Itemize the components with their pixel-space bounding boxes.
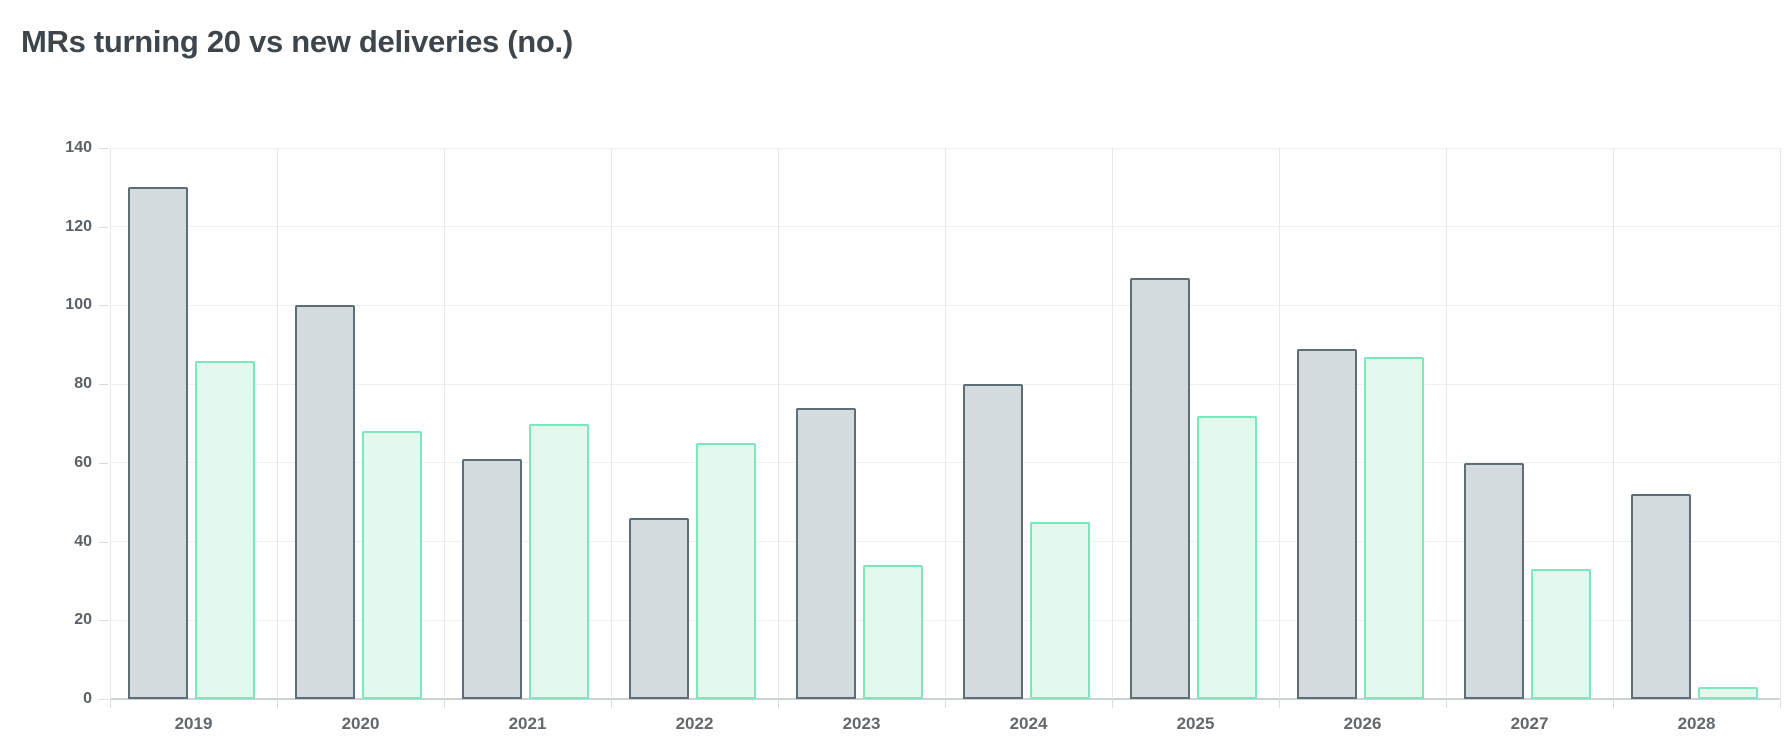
gridline-x-separator-2 <box>444 148 445 699</box>
bar-new-deliveries-2019[interactable] <box>195 360 255 699</box>
x-axis: 2019 2020 2021 2022 2023 2024 2025 2026 2027 2028 <box>110 708 1780 742</box>
bar-mrs-turning-20-2024[interactable] <box>963 384 1023 699</box>
x-tick-label-2024: 2024 <box>1009 714 1048 733</box>
gridline-x-separator-8 <box>1446 148 1447 699</box>
x-tick-label-2020: 2020 <box>341 714 380 733</box>
x-tick-label-2025: 2025 <box>1176 714 1215 733</box>
bar-new-deliveries-2023[interactable] <box>863 565 923 699</box>
y-tick-label-140: 140 <box>65 139 92 156</box>
x-tick-label-2027: 2027 <box>1510 714 1549 733</box>
bar-mrs-turning-20-2022[interactable] <box>629 517 689 699</box>
x-tick-mark-5 <box>945 700 946 708</box>
bar-new-deliveries-2020[interactable] <box>362 431 422 699</box>
gridline-x-separator-10 <box>1780 148 1781 699</box>
y-tick-mark-60 <box>99 462 108 464</box>
x-tick-mark-10 <box>1780 700 1781 708</box>
y-tick-mark-140 <box>99 148 108 149</box>
bar-mrs-turning-20-2019[interactable] <box>128 187 188 699</box>
gridline-x-separator-1 <box>277 148 278 699</box>
bar-mrs-turning-20-2023[interactable] <box>796 407 856 699</box>
x-tick-mark-0 <box>110 700 111 708</box>
x-tick-label-2022: 2022 <box>675 714 714 733</box>
y-tick-label-20: 20 <box>74 611 92 629</box>
y-tick-mark-20 <box>99 620 108 622</box>
x-tick-mark-6 <box>1112 700 1113 708</box>
x-tick-mark-3 <box>611 700 612 708</box>
x-tick-label-2019: 2019 <box>174 714 213 733</box>
y-tick-mark-0 <box>99 699 108 700</box>
bar-new-deliveries-2025[interactable] <box>1197 415 1257 699</box>
bar-new-deliveries-2021[interactable] <box>529 423 589 699</box>
bar-mrs-turning-20-2021[interactable] <box>462 458 522 699</box>
bar-new-deliveries-2027[interactable] <box>1531 569 1591 699</box>
y-tick-mark-40 <box>99 541 108 543</box>
gridline-x-separator-7 <box>1279 148 1280 699</box>
bar-mrs-turning-20-2026[interactable] <box>1297 348 1357 699</box>
x-axis-line <box>110 698 1780 700</box>
y-tick-label-60: 60 <box>74 453 92 471</box>
x-tick-mark-4 <box>778 700 779 708</box>
y-axis: 0 20 40 60 80 100 120 140 <box>0 139 110 707</box>
x-tick-label-2023: 2023 <box>842 714 881 733</box>
x-tick-mark-8 <box>1446 700 1447 708</box>
y-tick-mark-100 <box>99 305 108 307</box>
x-tick-label-2026: 2026 <box>1343 714 1382 733</box>
gridline-x-separator-4 <box>778 148 779 699</box>
bar-new-deliveries-2026[interactable] <box>1364 356 1424 699</box>
gridline-x-separator-0 <box>110 148 111 699</box>
gridline-x-separator-9 <box>1613 148 1614 699</box>
bar-mrs-turning-20-2020[interactable] <box>295 305 355 699</box>
y-tick-mark-80 <box>99 384 108 386</box>
gridline-x-separator-6 <box>1112 148 1113 699</box>
bar-new-deliveries-2024[interactable] <box>1030 521 1090 699</box>
y-tick-label-120: 120 <box>65 217 92 235</box>
y-tick-label-40: 40 <box>74 532 92 550</box>
y-tick-mark-120 <box>99 226 108 228</box>
chart-title: MRs turning 20 vs new deliveries (no.) <box>21 24 573 59</box>
x-tick-label-2021: 2021 <box>508 714 547 733</box>
y-tick-label-100: 100 <box>65 296 92 314</box>
gridline-x-separator-5 <box>945 148 946 699</box>
y-tick-label-0: 0 <box>83 690 92 707</box>
bar-mrs-turning-20-2025[interactable] <box>1130 277 1190 699</box>
plot-area <box>110 147 1781 708</box>
x-tick-mark-7 <box>1279 700 1280 708</box>
gridline-x-separator-3 <box>611 148 612 699</box>
bar-new-deliveries-2022[interactable] <box>696 443 756 699</box>
x-tick-mark-1 <box>277 700 278 708</box>
x-tick-mark-2 <box>444 700 445 708</box>
bar-mrs-turning-20-2028[interactable] <box>1631 494 1691 699</box>
bar-new-deliveries-2028[interactable] <box>1698 687 1758 699</box>
bar-mrs-turning-20-2027[interactable] <box>1464 462 1524 699</box>
x-tick-label-2028: 2028 <box>1677 714 1716 733</box>
x-tick-mark-9 <box>1613 700 1614 708</box>
y-tick-label-80: 80 <box>74 375 92 393</box>
